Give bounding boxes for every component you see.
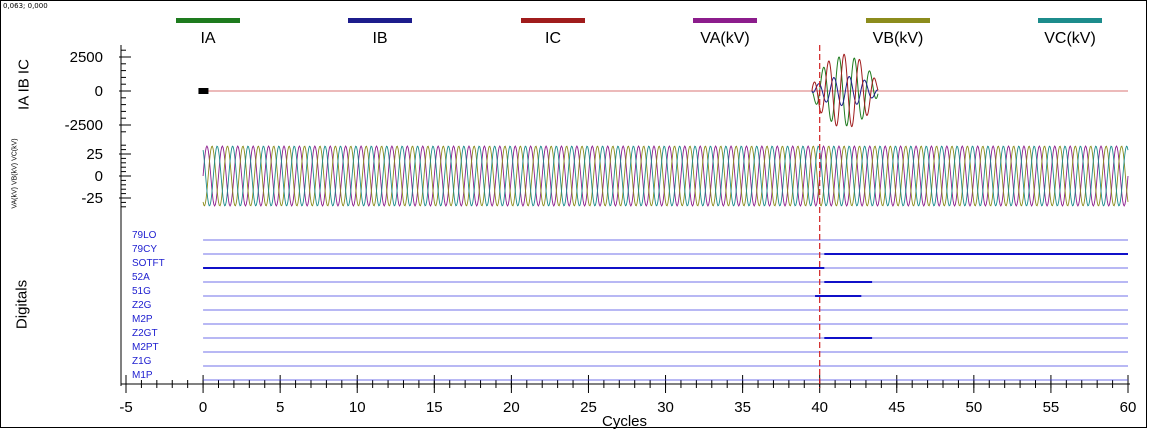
digital-label-51g: 51G [132, 286, 151, 297]
x-tick-label: 25 [580, 399, 597, 416]
legend-item-va[interactable]: VA(kV) [685, 18, 765, 48]
legend-swatch [521, 18, 585, 23]
x-tick-label: 40 [811, 399, 828, 416]
x-tick-label: 10 [349, 399, 366, 416]
y-tick-label: 0 [95, 168, 103, 185]
legend-item-ic[interactable]: IC [513, 18, 593, 48]
y-tick-label: -2500 [65, 117, 103, 134]
x-tick-label: 20 [503, 399, 520, 416]
legend-swatch [176, 18, 240, 23]
y-tick-label: 2500 [70, 49, 103, 66]
legend-swatch [348, 18, 412, 23]
legend-swatch [866, 18, 930, 23]
digital-label-z2gt: Z2GT [132, 328, 158, 339]
x-axis-label: Cycles [602, 413, 648, 430]
legend-label: IA [200, 30, 216, 47]
x-tick-label: 50 [966, 399, 983, 416]
coordinate-readout: 0,063; 0,000 [3, 2, 48, 10]
digital-label-52a: 52A [132, 272, 150, 283]
series-ia-fault [811, 56, 879, 127]
voltage-panel-ylabel: VA(kV) VB(kV) VC(kV) [11, 138, 19, 209]
x-tick-label: -5 [119, 399, 132, 416]
y-tick-label: 25 [86, 146, 103, 163]
series-vbkv [202, 145, 1129, 207]
x-tick-label: 15 [426, 399, 443, 416]
x-tick-label: 35 [734, 399, 751, 416]
x-tick-label: 45 [888, 399, 905, 416]
x-tick-label: 0 [199, 399, 207, 416]
legend-label: IC [545, 30, 561, 47]
legend-item-vc[interactable]: VC(kV) [1030, 18, 1110, 48]
x-tick-label: 5 [276, 399, 284, 416]
digital-label-sotft: SOTFT [132, 258, 165, 269]
digital-label-m2pt: M2PT [132, 342, 159, 353]
current-panel-ylabel: IA IB IC [15, 59, 33, 110]
legend: IA IB IC VA(kV) VB(kV) VC(kV) [0, 0, 1149, 50]
digitals-ylabel: Digitals [13, 279, 31, 330]
legend-label: IB [372, 30, 388, 47]
digital-label-79cy: 79CY [132, 244, 157, 255]
legend-label: VB(kV) [872, 30, 924, 47]
y-tick-label: 0 [95, 83, 103, 100]
y-tick-label: -25 [81, 190, 103, 207]
legend-item-ia[interactable]: IA [168, 18, 248, 48]
legend-item-vb[interactable]: VB(kV) [858, 18, 938, 48]
series-ic-fault [811, 53, 879, 128]
series-vckv [202, 145, 1129, 207]
trigger-marker [198, 88, 209, 94]
x-tick-label: 55 [1043, 399, 1060, 416]
digital-label-z2g: Z2G [132, 300, 152, 311]
legend-swatch [693, 18, 757, 23]
legend-label: VA(kV) [700, 30, 750, 47]
legend-item-ib[interactable]: IB [340, 18, 420, 48]
digital-label-m1p: M1P [132, 370, 153, 381]
series-vakv [202, 145, 1129, 207]
x-tick-label: 30 [657, 399, 674, 416]
digital-label-z1g: Z1G [132, 356, 152, 367]
legend-swatch [1038, 18, 1102, 23]
legend-label: VC(kV) [1044, 30, 1096, 47]
digital-label-m2p: M2P [132, 314, 153, 325]
digital-label-79lo: 79LO [132, 230, 157, 241]
series-ib-fault [811, 75, 879, 107]
x-tick-label: 60 [1120, 399, 1137, 416]
